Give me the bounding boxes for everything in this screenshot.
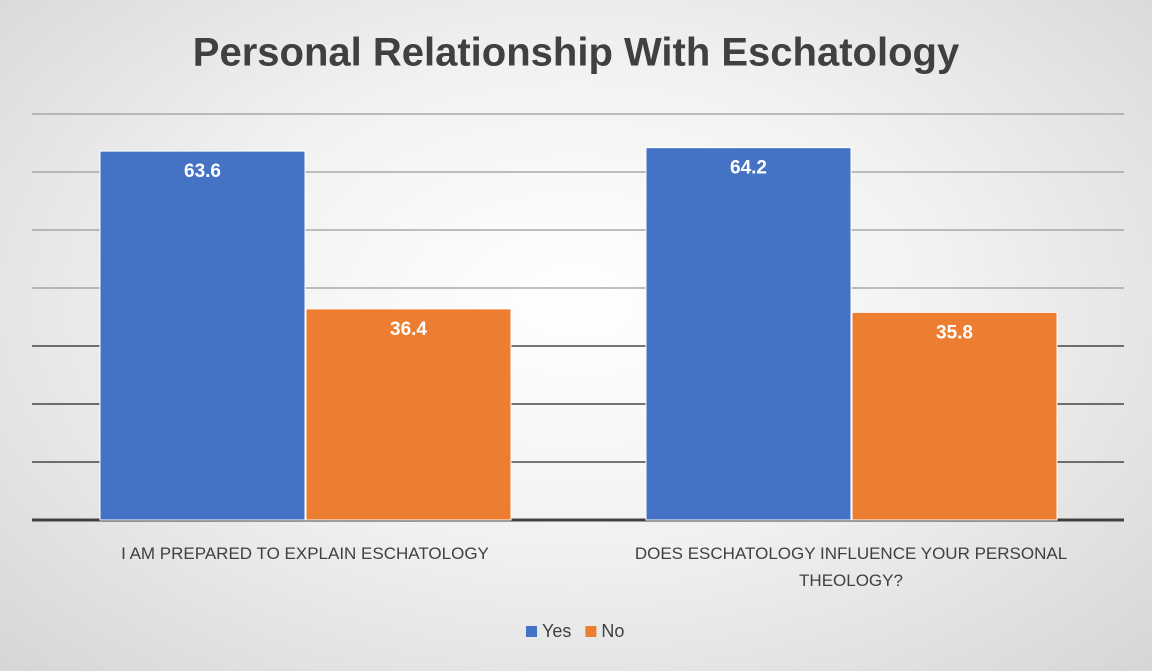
data-label: 64.2 (730, 158, 767, 179)
legend-swatch (585, 626, 597, 637)
legend-label: Yes (542, 621, 571, 641)
chart-title: Personal Relationship With Eschatology (193, 31, 960, 75)
data-label: 36.4 (390, 319, 427, 340)
bar (99, 150, 306, 521)
x-tick-label: DOES ESCHATOLOGY INFLUENCE YOUR PERSONAL… (634, 544, 1068, 590)
data-label: 35.8 (936, 322, 973, 343)
data-label: 63.6 (184, 161, 221, 182)
legend-swatch (526, 626, 537, 637)
bar (851, 311, 1058, 521)
x-tick-label: I AM PREPARED TO EXPLAIN ESCHATOLOGY (121, 544, 489, 563)
bar (305, 308, 512, 521)
bar (645, 147, 852, 521)
legend-label: No (601, 621, 624, 641)
